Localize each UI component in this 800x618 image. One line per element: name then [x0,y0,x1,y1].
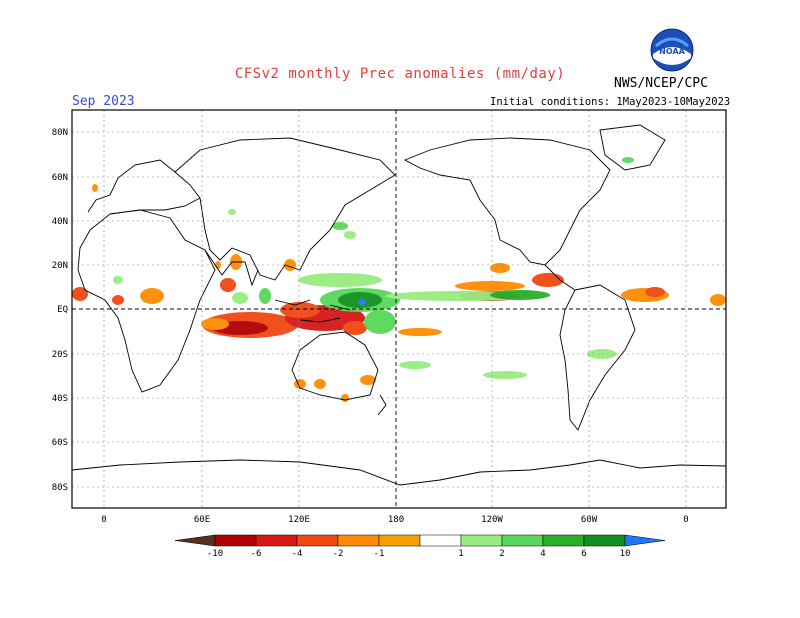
legend-swatch [378,534,421,547]
wet-anomalies [113,157,634,379]
legend-swatch [214,534,257,547]
lat-label: 20S [52,350,68,360]
legend-label: -6 [251,549,262,559]
legend-arrow-low [174,534,216,547]
svg-text:NOAA: NOAA [659,47,685,56]
legend-label: 2 [499,549,504,559]
legend-swatch [583,534,626,547]
legend-label: 4 [540,549,545,559]
legend-swatch [419,534,462,547]
lon-label: 180 [388,515,404,525]
lat-label: 40S [52,394,68,404]
legend-swatch [542,534,585,547]
lat-label: 80S [52,483,68,493]
lat-label: 40N [52,217,68,227]
lat-label: 20N [52,261,68,271]
legend-swatch [296,534,339,547]
map-title: CFSv2 monthly Prec anomalies (mm/day) [234,66,566,82]
lon-label: 60E [194,515,210,525]
legend-label: -2 [333,549,344,559]
lat-label: 80N [52,128,68,138]
lat-label: EQ [57,305,68,315]
lat-label: 60N [52,173,68,183]
legend-label: -4 [292,549,303,559]
legend-label: -10 [207,549,223,559]
legend-label: -1 [374,549,385,559]
lat-label: 60S [52,438,68,448]
forecast-month: Sep 2023 [72,94,135,109]
map-frame [71,109,727,509]
noaa-logo: NOAA [650,28,694,76]
legend-swatch [460,534,503,547]
reference-lines [72,110,726,508]
gridlines [72,110,726,508]
legend-label: 10 [620,549,631,559]
agency-label: NWS/NCEP/CPC [614,76,708,91]
legend-swatch [337,534,380,547]
legend-swatch [255,534,298,547]
legend-label: 6 [581,549,586,559]
lon-label: 0 [101,515,106,525]
color-legend: -10 -6 -4 -2 -1 1 2 4 6 10 [174,534,666,559]
legend-swatch [501,534,544,547]
lon-label: 0 [683,515,688,525]
lon-label: 120W [481,515,503,525]
lon-label: 60W [581,515,598,525]
initial-conditions: Initial conditions: 1May2023-10May2023 [490,96,731,108]
legend-label: 1 [458,549,463,559]
latitude-labels: 80N 60N 40N 20N EQ 20S 40S 60S 80S [52,128,68,493]
legend-arrow-high [624,534,666,547]
lon-label: 120E [288,515,310,525]
longitude-labels: 0 60E 120E 180 120W 60W 0 [101,515,688,525]
coastlines [71,124,727,486]
